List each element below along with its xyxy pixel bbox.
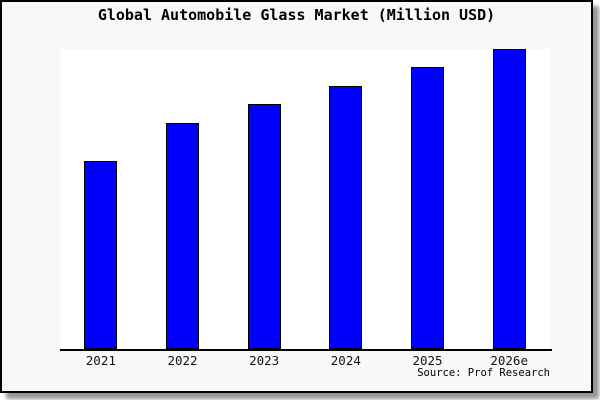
x-tick-label-2026e: 2026e	[490, 353, 528, 368]
bar-2023	[247, 104, 281, 349]
bar-2024	[329, 86, 363, 349]
x-tick-label-2025: 2025	[412, 353, 443, 368]
bar-2021	[84, 161, 118, 349]
bar-2026e	[492, 49, 526, 349]
bar-2025	[411, 67, 444, 349]
x-tick-label-2022: 2022	[167, 353, 198, 368]
chart-title: Global Automobile Glass Market (Million …	[97, 6, 496, 24]
x-tick-label-2021: 2021	[85, 353, 116, 368]
plot-area	[60, 49, 550, 349]
source-note: Source: Prof Research	[417, 367, 550, 379]
x-tick-label-2023: 2023	[249, 353, 280, 368]
x-tick-label-2024: 2024	[330, 353, 361, 368]
x-axis-line	[60, 349, 552, 351]
bar-2022	[166, 123, 199, 349]
x-axis-labels: 2021 2022 2023 2024 2025 2026e	[60, 353, 550, 369]
chart-frame: Global Automobile Glass Market (Million …	[0, 0, 593, 393]
